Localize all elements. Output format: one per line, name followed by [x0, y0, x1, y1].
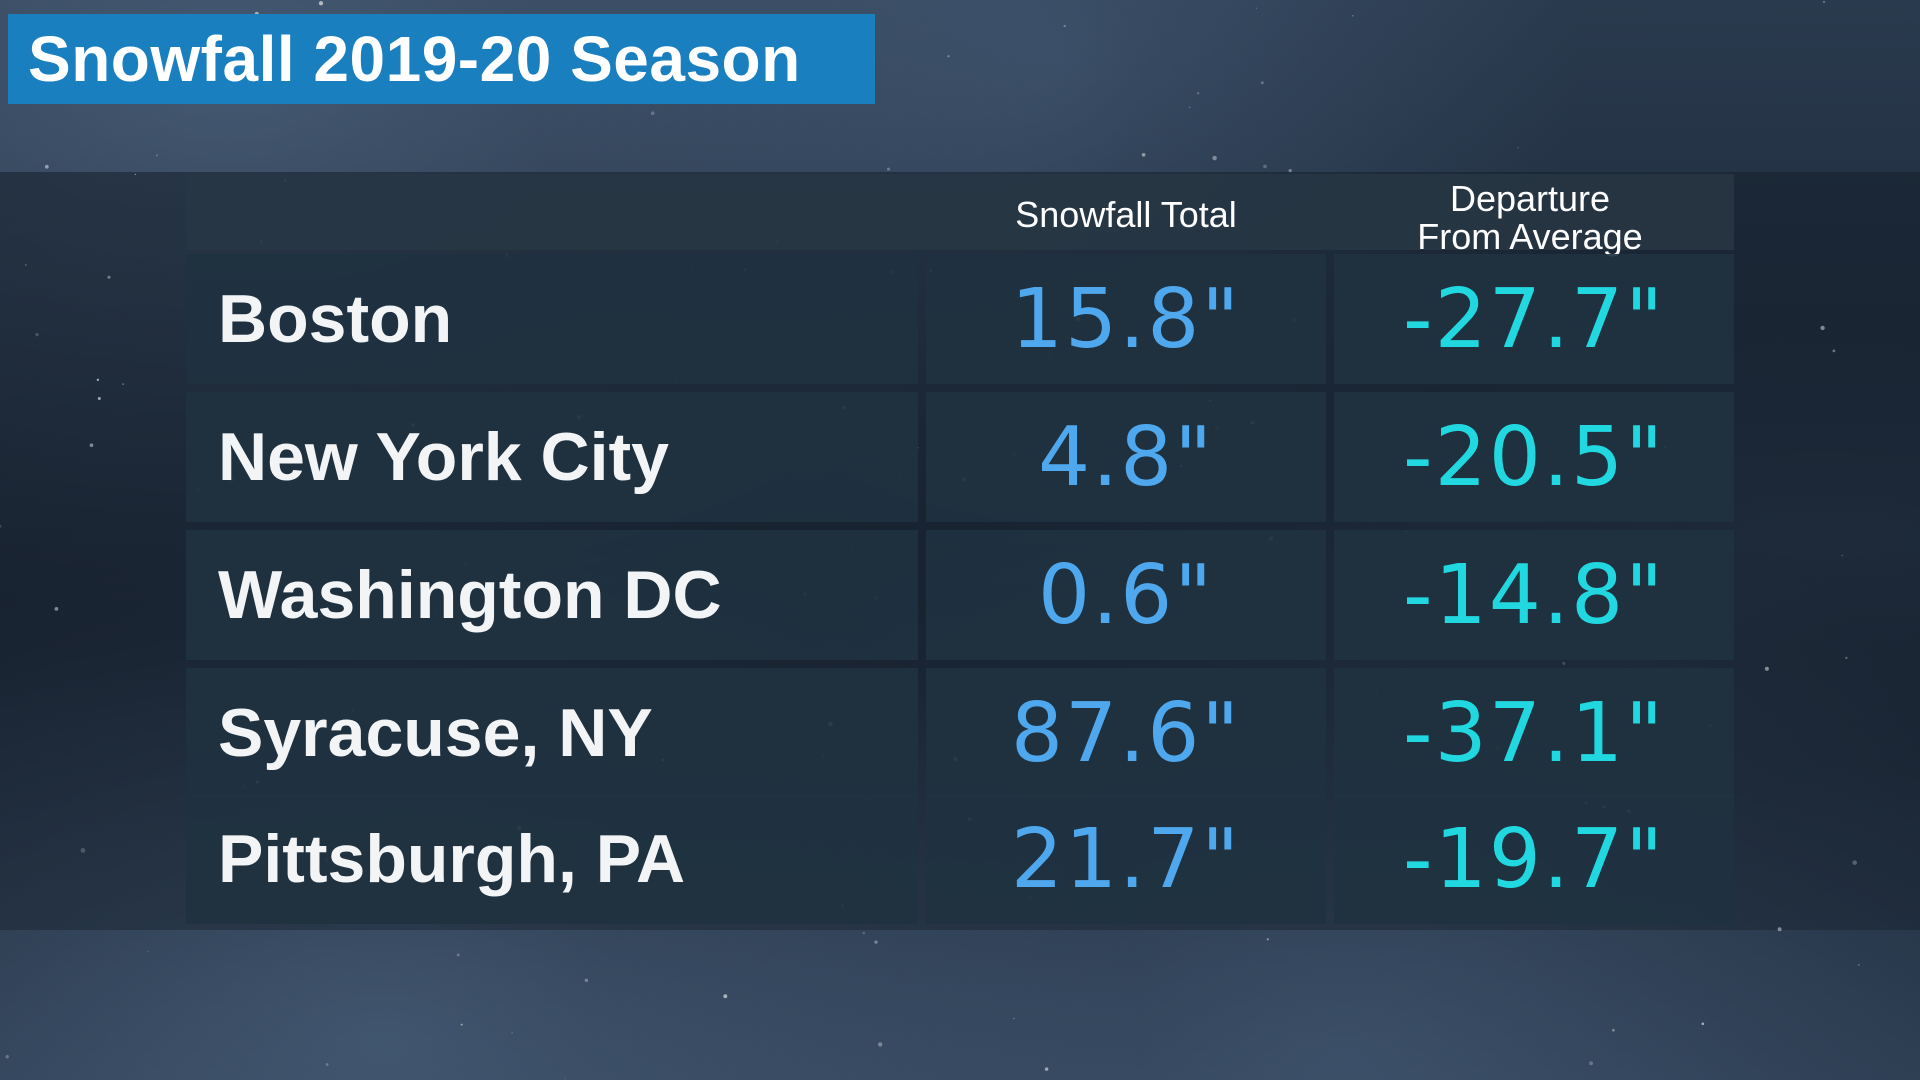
city-name: Boston [218, 281, 453, 357]
snowflake-dot [54, 607, 59, 611]
city-name: Syracuse, NY [218, 695, 653, 771]
snowflake-dot [1852, 860, 1857, 865]
snowflake-dot [1589, 1061, 1594, 1066]
total-cell: 87.6" [926, 668, 1326, 798]
snowflake-dot [1764, 666, 1769, 671]
snowflake-dot [107, 275, 111, 279]
snowflake-dot [156, 154, 158, 157]
snowflake-dot [1255, 7, 1258, 9]
departure-value: -27.7" [1403, 271, 1665, 367]
header-departure-line2: From Average [1417, 216, 1643, 257]
snowflake-dot [947, 55, 950, 58]
snowflake-dot [1212, 155, 1217, 161]
table-row: Syracuse, NY 87.6" -37.1" [186, 668, 1734, 798]
header-snowfall-total: Snowfall Total [1015, 194, 1237, 235]
city-cell: Washington DC [186, 530, 918, 660]
snowflake-dot [460, 1023, 463, 1026]
snowflake-dot [1263, 164, 1267, 169]
snowflake-dot [862, 931, 866, 935]
total-cell: 21.7" [926, 794, 1326, 924]
header-departure-line1: Departure [1449, 178, 1611, 219]
snowflake-dot [878, 1042, 883, 1047]
snowflake-dot [650, 111, 655, 116]
title-banner: Snowfall 2019-20 Season [8, 14, 875, 104]
table-row: Pittsburgh, PA 21.7" -19.7" [186, 794, 1734, 924]
snowflake-dot [44, 164, 49, 169]
snowflake-dot [1288, 168, 1292, 173]
total-cell: 15.8" [926, 254, 1326, 384]
snowflake-dot [80, 848, 86, 853]
snowfall-total-value: 4.8" [1037, 409, 1215, 505]
city-name: Pittsburgh, PA [218, 821, 686, 897]
snowflake-dot [723, 994, 728, 999]
departure-value: -14.8" [1403, 547, 1665, 643]
snowflake-dot [134, 173, 137, 176]
snowflake-dot [1612, 1028, 1615, 1032]
snowflake-dot [1044, 1067, 1049, 1071]
snowflake-dot [1820, 325, 1825, 331]
departure-cell: -14.8" [1334, 530, 1734, 660]
snowflake-dot [1822, 0, 1826, 4]
snowflake-dot [1701, 1022, 1705, 1026]
snowfall-total-value: 15.8" [1010, 271, 1242, 367]
departure-value: -20.5" [1403, 409, 1665, 505]
snowflake-dot [122, 383, 125, 386]
snowfall-table: Snowfall Total Departure From Average Bo… [186, 174, 1734, 924]
snowflake-dot [1351, 14, 1354, 17]
snowflake-dot [1832, 349, 1836, 353]
snowflake-dot [97, 397, 101, 400]
departure-cell: -20.5" [1334, 392, 1734, 522]
snowflake-dot [0, 524, 2, 528]
snowfall-total-value: 0.6" [1037, 547, 1215, 643]
city-name: Washington DC [218, 557, 722, 633]
snowflake-dot [1196, 91, 1200, 95]
snowflake-dot [325, 1063, 329, 1066]
departure-value: -37.1" [1403, 685, 1665, 781]
snowflake-dot [147, 950, 149, 953]
snowflake-dot [456, 953, 460, 957]
snowflake-dot [511, 1032, 513, 1034]
snowflake-dot [1517, 146, 1519, 149]
snowflake-dot [584, 978, 589, 982]
total-cell: 0.6" [926, 530, 1326, 660]
city-cell: Syracuse, NY [186, 668, 918, 798]
table-row: Washington DC 0.6" -14.8" [186, 530, 1734, 660]
snowflake-dot [1141, 152, 1146, 157]
snowflake-dot [1260, 81, 1264, 85]
snowflake-dot [1013, 1017, 1015, 1020]
snowflake-dot [1857, 963, 1860, 966]
city-cell: Boston [186, 254, 918, 384]
total-cell: 4.8" [926, 392, 1326, 522]
snowflake-dot [1841, 554, 1843, 557]
city-name: New York City [218, 419, 669, 495]
snowflake-dot [24, 264, 27, 266]
snowflake-dot [1063, 24, 1066, 28]
header-departure: Departure From Average [1326, 180, 1734, 256]
table-row: Boston 15.8" -27.7" [186, 254, 1734, 384]
departure-cell: -27.7" [1334, 254, 1734, 384]
page-title: Snowfall 2019-20 Season [28, 23, 801, 95]
table-row: New York City 4.8" -20.5" [186, 392, 1734, 522]
snowflake-dot [89, 443, 94, 448]
snowflake-dot [1188, 106, 1191, 109]
snowflake-dot [5, 1054, 9, 1059]
snowflake-dot [35, 332, 39, 337]
snowflake-dot [318, 1, 324, 6]
snowfall-total-value: 21.7" [1010, 811, 1242, 907]
snowflake-dot [887, 167, 890, 171]
departure-cell: -19.7" [1334, 794, 1734, 924]
snowflake-dot [1562, 661, 1566, 665]
departure-cell: -37.1" [1334, 668, 1734, 798]
snowflake-dot [1845, 656, 1848, 660]
snowflake-dot [1777, 927, 1782, 932]
city-cell: New York City [186, 392, 918, 522]
city-cell: Pittsburgh, PA [186, 794, 918, 924]
snowflake-dot [564, 1077, 567, 1080]
snowflake-dot [874, 940, 878, 944]
snowfall-total-value: 87.6" [1010, 685, 1242, 781]
snowflake-dot [96, 378, 100, 382]
table-header: Snowfall Total Departure From Average [186, 174, 1734, 256]
departure-value: -19.7" [1403, 811, 1665, 907]
snowflake-dot [1266, 938, 1269, 941]
